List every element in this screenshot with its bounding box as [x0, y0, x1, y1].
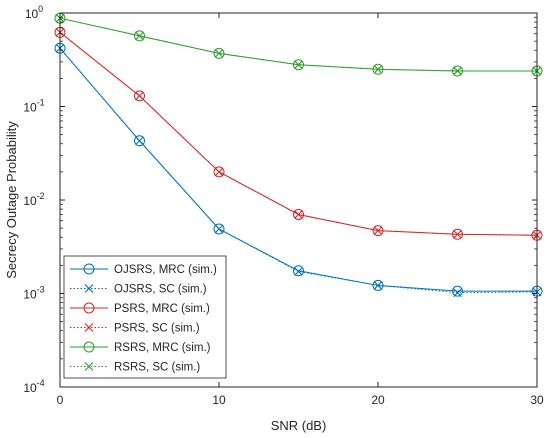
data-point — [294, 267, 303, 276]
y-axis-label: Secrecy Outage Probability — [4, 121, 19, 279]
data-point — [293, 59, 304, 71]
y-tick-label: 10-4 — [23, 378, 44, 395]
data-point — [453, 66, 462, 76]
legend-entry: OJSRS, SC (sim.) — [70, 284, 207, 296]
data-point — [213, 223, 225, 235]
data-point — [213, 166, 225, 178]
data-point — [293, 208, 304, 220]
y-tick-label: 10-3 — [23, 285, 44, 302]
legend-label: RSRS, SC (sim.) — [114, 362, 200, 374]
x-tick-label: 20 — [371, 393, 385, 407]
x-tick-label: 0 — [57, 393, 64, 407]
data-point — [294, 60, 303, 70]
legend-entry: RSRS, MRC (sim.) — [70, 341, 211, 354]
legend-marker — [84, 284, 94, 293]
legend-label: PSRS, SC (sim.) — [114, 323, 200, 335]
legend-entry: RSRS, SC (sim.) — [70, 362, 200, 374]
data-point — [134, 30, 145, 42]
data-point — [293, 265, 304, 277]
data-point — [134, 135, 145, 147]
data-point — [373, 226, 383, 236]
data-point — [214, 224, 224, 234]
legend-marker — [84, 323, 94, 332]
data-point — [453, 229, 462, 239]
y-tick-label: 10-2 — [23, 191, 44, 208]
legend-entry: PSRS, MRC (sim.) — [70, 302, 210, 315]
x-tick-label: 10 — [212, 393, 226, 407]
series-3 — [55, 28, 542, 240]
data-point — [134, 90, 145, 102]
legend-label: OJSRS, MRC (sim.) — [114, 264, 217, 276]
data-point — [372, 225, 384, 237]
data-point — [373, 281, 383, 290]
data-point — [214, 48, 224, 58]
legend-label: RSRS, MRC (sim.) — [114, 342, 211, 354]
ticks-group: 0 10 20 30 10-4 10-3 10-2 10-1 100 — [23, 4, 544, 407]
legend-label: OJSRS, SC (sim.) — [114, 284, 207, 296]
legend-marker — [83, 263, 95, 275]
legend-marker — [83, 341, 95, 353]
y-tick-label: 100 — [25, 4, 43, 21]
data-point — [294, 210, 303, 219]
y-tick-label: 10-1 — [23, 98, 44, 115]
legend-label: PSRS, MRC (sim.) — [114, 303, 210, 315]
data-point — [373, 64, 383, 74]
data-point — [452, 285, 463, 297]
data-point — [135, 31, 144, 41]
legend-marker — [84, 362, 94, 371]
data-point — [372, 63, 384, 75]
legend-marker — [83, 302, 95, 314]
data-point — [452, 228, 463, 240]
data-point — [453, 288, 462, 298]
legend-entry: PSRS, SC (sim.) — [70, 323, 200, 335]
x-tick-label: 30 — [530, 393, 544, 407]
legend-box — [63, 255, 227, 379]
x-axis-label: SNR (dB) — [271, 418, 327, 433]
data-point — [214, 167, 224, 177]
data-point — [135, 136, 144, 146]
series-group — [54, 12, 543, 298]
legend: OJSRS, MRC (sim.) OJSRS, SC (sim.) PSRS, M… — [63, 255, 227, 379]
data-point — [213, 47, 225, 59]
legend-entry: OJSRS, MRC (sim.) — [70, 263, 217, 276]
data-point — [135, 91, 144, 101]
